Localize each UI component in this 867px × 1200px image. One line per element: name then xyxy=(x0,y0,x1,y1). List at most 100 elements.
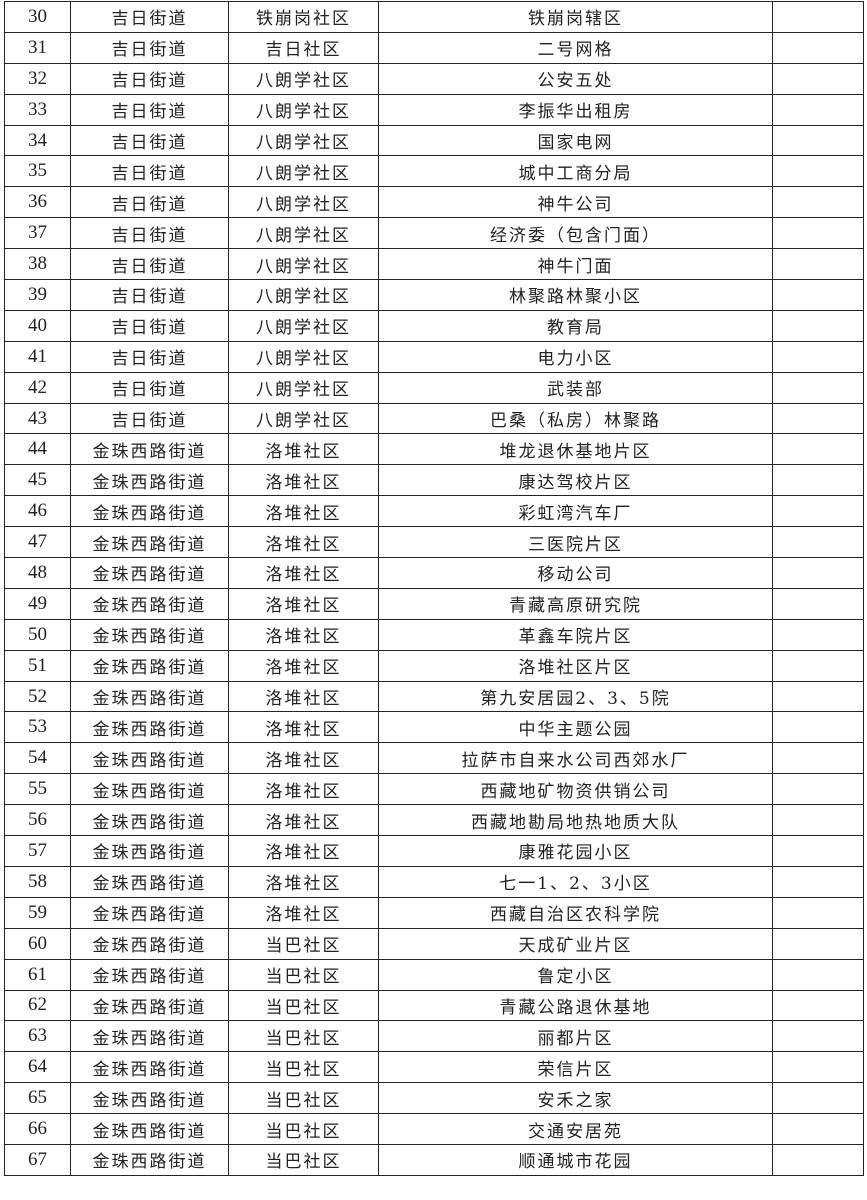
community-name-cell: 八朗学社区 xyxy=(228,217,379,250)
community-name-cell: 八朗学社区 xyxy=(228,155,379,188)
area-name-cell: 二号网格 xyxy=(378,31,773,64)
area-name-cell: 康达驾校片区 xyxy=(378,464,773,497)
remarks-cell xyxy=(772,1,864,33)
table-row: 55 金珠西路街道 洛堆社区 西藏地矿物资供销公司 xyxy=(4,773,864,806)
community-name-cell: 八朗学社区 xyxy=(228,93,379,126)
street-name-cell: 吉日街道 xyxy=(70,217,229,250)
street-name-cell: 金珠西路街道 xyxy=(70,557,229,589)
community-name-cell: 八朗学社区 xyxy=(228,279,379,311)
remarks-cell xyxy=(772,526,864,559)
table-row: 45 金珠西路街道 洛堆社区 康达驾校片区 xyxy=(4,464,864,497)
remarks-cell xyxy=(772,371,864,404)
community-name-cell: 八朗学社区 xyxy=(228,248,379,281)
remarks-cell xyxy=(772,804,864,837)
row-number-cell: 34 xyxy=(4,124,71,157)
remarks-cell xyxy=(772,433,864,466)
row-number-cell: 54 xyxy=(4,742,71,775)
area-name-cell: 顺通城市花园 xyxy=(378,1143,773,1176)
row-number-cell: 57 xyxy=(4,835,71,867)
community-name-cell: 洛堆社区 xyxy=(228,557,379,589)
remarks-cell xyxy=(772,742,864,775)
community-name-cell: 铁崩岗社区 xyxy=(228,1,379,33)
area-name-cell: 青藏高原研究院 xyxy=(378,587,773,620)
remarks-cell xyxy=(772,62,864,95)
street-name-cell: 吉日街道 xyxy=(70,279,229,311)
street-name-cell: 吉日街道 xyxy=(70,248,229,281)
community-name-cell: 八朗学社区 xyxy=(228,340,379,373)
street-name-cell: 吉日街道 xyxy=(70,186,229,219)
row-number-cell: 36 xyxy=(4,186,71,219)
remarks-cell xyxy=(772,309,864,342)
remarks-cell xyxy=(772,1020,864,1053)
area-name-cell: 天成矿业片区 xyxy=(378,927,773,960)
street-name-cell: 吉日街道 xyxy=(70,62,229,95)
table-row: 56 金珠西路街道 洛堆社区 西藏地勘局地热地质大队 xyxy=(4,804,864,837)
community-name-cell: 洛堆社区 xyxy=(228,464,379,497)
table-row: 44 金珠西路街道 洛堆社区 堆龙退休基地片区 xyxy=(4,433,864,466)
remarks-cell xyxy=(772,587,864,620)
community-name-cell: 当巴社区 xyxy=(228,1082,379,1115)
table-row: 40 吉日街道 八朗学社区 教育局 xyxy=(4,309,864,342)
row-number-cell: 65 xyxy=(4,1082,71,1115)
row-number-cell: 38 xyxy=(4,248,71,281)
row-number-cell: 56 xyxy=(4,804,71,837)
table-row: 59 金珠西路街道 洛堆社区 西藏自治区农科学院 xyxy=(4,896,864,929)
row-number-cell: 35 xyxy=(4,155,71,188)
street-name-cell: 金珠西路街道 xyxy=(70,711,229,744)
community-name-cell: 洛堆社区 xyxy=(228,773,379,806)
street-name-cell: 金珠西路街道 xyxy=(70,1051,229,1084)
community-name-cell: 八朗学社区 xyxy=(228,62,379,95)
row-number-cell: 52 xyxy=(4,680,71,713)
community-name-cell: 八朗学社区 xyxy=(228,186,379,219)
table-row: 58 金珠西路街道 洛堆社区 七一1、2、3小区 xyxy=(4,865,864,898)
table-row: 60 金珠西路街道 当巴社区 天成矿业片区 xyxy=(4,927,864,960)
area-name-cell: 神牛门面 xyxy=(378,248,773,281)
table-row: 46 金珠西路街道 洛堆社区 彩虹湾汽车厂 xyxy=(4,495,864,528)
community-name-cell: 洛堆社区 xyxy=(228,835,379,867)
row-number-cell: 31 xyxy=(4,31,71,64)
community-name-cell: 洛堆社区 xyxy=(228,711,379,744)
row-number-cell: 30 xyxy=(4,1,71,33)
row-number-cell: 49 xyxy=(4,587,71,620)
remarks-cell xyxy=(772,1051,864,1084)
street-name-cell: 吉日街道 xyxy=(70,340,229,373)
table-row: 52 金珠西路街道 洛堆社区 第九安居园2、3、5院 xyxy=(4,680,864,713)
street-name-cell: 金珠西路街道 xyxy=(70,804,229,837)
area-name-cell: 西藏地勘局地热地质大队 xyxy=(378,804,773,837)
street-name-cell: 金珠西路街道 xyxy=(70,1082,229,1115)
area-name-cell: 武装部 xyxy=(378,371,773,404)
remarks-cell xyxy=(772,279,864,311)
street-name-cell: 金珠西路街道 xyxy=(70,526,229,559)
table-row: 65 金珠西路街道 当巴社区 安禾之家 xyxy=(4,1082,864,1115)
community-name-cell: 洛堆社区 xyxy=(228,587,379,620)
row-number-cell: 62 xyxy=(4,989,71,1022)
row-number-cell: 50 xyxy=(4,618,71,651)
street-name-cell: 金珠西路街道 xyxy=(70,1020,229,1053)
row-number-cell: 59 xyxy=(4,896,71,929)
area-name-cell: 教育局 xyxy=(378,309,773,342)
row-number-cell: 55 xyxy=(4,773,71,806)
table-row: 57 金珠西路街道 洛堆社区 康雅花园小区 xyxy=(4,835,864,867)
street-name-cell: 金珠西路街道 xyxy=(70,495,229,528)
row-number-cell: 66 xyxy=(4,1113,71,1145)
remarks-cell xyxy=(772,927,864,960)
area-name-cell: 林聚路林聚小区 xyxy=(378,279,773,311)
community-name-cell: 当巴社区 xyxy=(228,989,379,1022)
table-row: 63 金珠西路街道 当巴社区 丽都片区 xyxy=(4,1020,864,1053)
table-row: 64 金珠西路街道 当巴社区 荣信片区 xyxy=(4,1051,864,1084)
row-number-cell: 42 xyxy=(4,371,71,404)
remarks-cell xyxy=(772,649,864,682)
table-row: 42 吉日街道 八朗学社区 武装部 xyxy=(4,371,864,404)
street-name-cell: 吉日街道 xyxy=(70,309,229,342)
remarks-cell xyxy=(772,557,864,589)
remarks-cell xyxy=(772,402,864,435)
row-number-cell: 67 xyxy=(4,1143,71,1176)
remarks-cell xyxy=(772,989,864,1022)
area-name-cell: 安禾之家 xyxy=(378,1082,773,1115)
street-name-cell: 金珠西路街道 xyxy=(70,649,229,682)
table-row: 35 吉日街道 八朗学社区 城中工商分局 xyxy=(4,155,864,188)
table-row: 53 金珠西路街道 洛堆社区 中华主题公园 xyxy=(4,711,864,744)
row-number-cell: 64 xyxy=(4,1051,71,1084)
remarks-cell xyxy=(772,958,864,991)
row-number-cell: 48 xyxy=(4,557,71,589)
